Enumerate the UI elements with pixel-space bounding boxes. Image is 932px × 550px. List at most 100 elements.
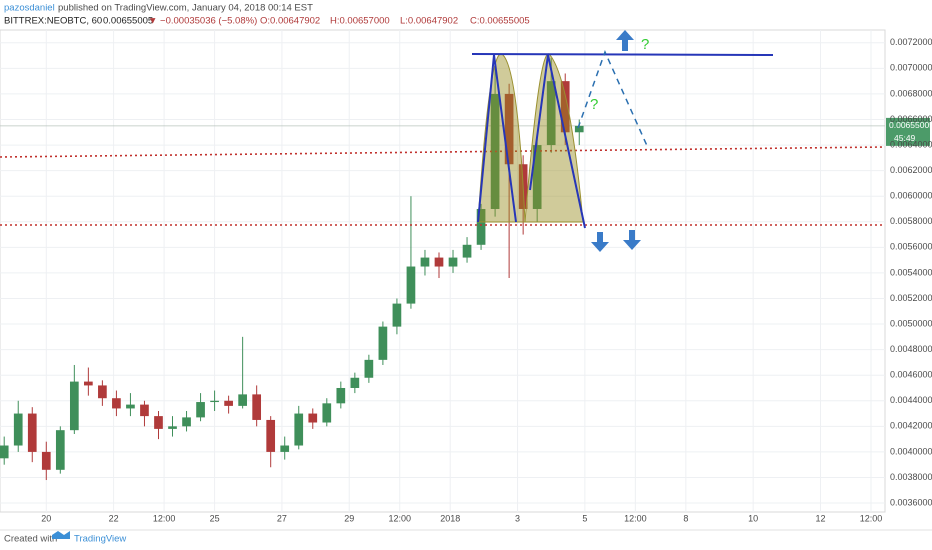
candle-body: [41, 451, 51, 470]
x-tick-label: 2018: [440, 513, 460, 523]
candle-body: [98, 385, 107, 399]
candle-body: [69, 381, 79, 431]
high: H:0.00657000: [330, 16, 390, 27]
published: published on TradingView.com, January 04…: [58, 3, 313, 14]
candle-body: [504, 93, 514, 165]
x-tick-label: 20: [41, 513, 51, 523]
x-tick-label: 12:00: [860, 513, 883, 523]
candle-body: [294, 413, 304, 446]
low: L:0.00647902: [400, 16, 458, 27]
candle-body: [448, 257, 458, 267]
x-tick-label: 12:00: [388, 513, 411, 523]
symbol: BITTREX:NEOBTC, 60: [4, 16, 102, 27]
projection: [577, 49, 649, 149]
drawings: ? ?: [0, 30, 886, 252]
close: C:0.00655005: [470, 16, 530, 27]
brand[interactable]: TradingView: [74, 534, 126, 545]
candle-body: [55, 430, 65, 470]
candle-body: [420, 257, 430, 267]
candle-body: [462, 244, 472, 258]
support-line: [0, 146, 886, 158]
arrow-up: [616, 30, 634, 51]
candle-body: [280, 445, 290, 452]
arrow-down: [623, 230, 641, 250]
resistance: [471, 53, 774, 56]
candle-body: [140, 404, 149, 417]
candle-body: [476, 208, 486, 245]
x-tick-label: 8: [683, 513, 688, 523]
candle-body: [13, 413, 23, 446]
candle-body: [112, 398, 121, 409]
candle-body: [238, 394, 247, 406]
arrow-down: [591, 232, 609, 252]
price: 0.00655005: [103, 16, 153, 27]
x-tick-label: 3: [515, 513, 520, 523]
candle-body: [574, 125, 584, 133]
x-tick-label: 12: [815, 513, 825, 523]
candle-body: [364, 359, 374, 378]
candle-body: [532, 145, 542, 209]
grid: [0, 30, 885, 512]
candle-body: [196, 402, 205, 418]
change: ▼ −0.00035036 (−5.08%): [148, 16, 257, 27]
candle-body: [126, 404, 135, 409]
logo: [52, 531, 70, 539]
candle-body: [210, 400, 219, 403]
candle-body: [182, 417, 191, 427]
plot-frame: [0, 29, 886, 513]
candle-body: [84, 381, 93, 386]
x-tick-label: 5: [582, 513, 587, 523]
candle-body: [434, 257, 444, 267]
candle-body: [378, 326, 388, 360]
candle-body: [27, 413, 37, 452]
candle-body: [392, 303, 402, 327]
last-price-label: 0.00655005: [889, 120, 932, 130]
candle-body: [154, 416, 163, 429]
candle-body: [224, 400, 233, 406]
countdown: 45:49: [894, 133, 916, 143]
candle-body: [406, 266, 416, 304]
candle-body: [336, 387, 346, 404]
x-tick-label: 12:00: [624, 513, 647, 523]
candle-body: [350, 377, 360, 388]
y-tick-label: 0.00720000: [890, 37, 932, 47]
price-tag: [886, 117, 930, 146]
candle-body: [546, 81, 556, 146]
created-with: Created with: [4, 534, 57, 545]
question-mark: ?: [641, 36, 649, 53]
x-tick-label: 25: [210, 513, 220, 523]
author[interactable]: pazosdaniel: [4, 3, 55, 14]
candle-body: [0, 445, 9, 459]
candle-body: [168, 426, 177, 429]
x-tick-label: 12:00: [153, 513, 176, 523]
candle-body: [266, 419, 276, 452]
open: O:0.00647902: [260, 16, 320, 27]
x-tick-label: 22: [109, 513, 119, 523]
x-tick-label: 10: [748, 513, 758, 523]
candle-body: [322, 403, 332, 423]
candle-body: [308, 413, 318, 423]
candle-body: [560, 81, 570, 133]
x-tick-label: 29: [344, 513, 354, 523]
x-tick-label: 27: [277, 513, 287, 523]
